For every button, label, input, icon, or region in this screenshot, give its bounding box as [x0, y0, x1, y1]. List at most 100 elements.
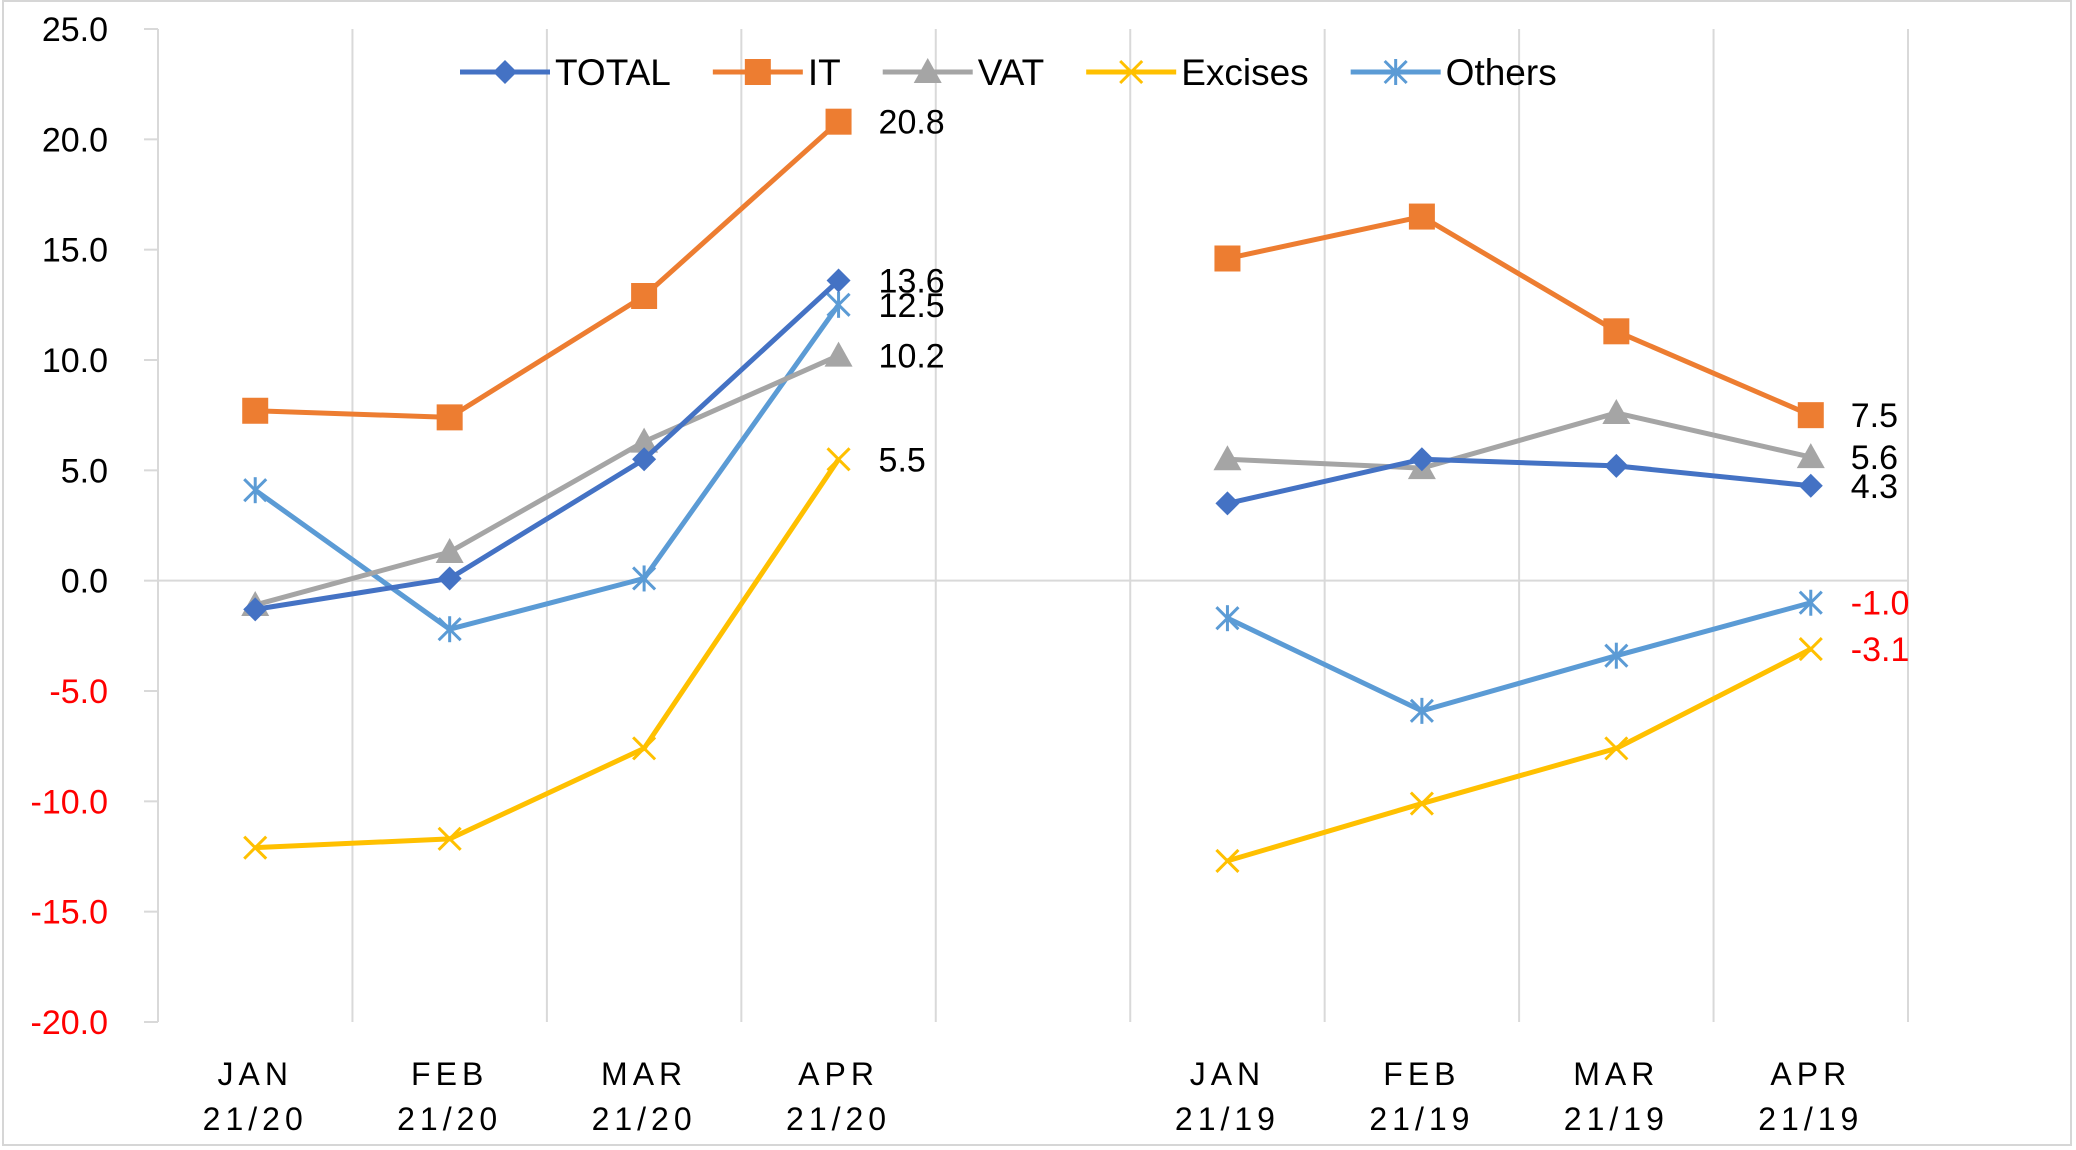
data-label: 5.5 — [879, 441, 926, 479]
point-marker — [632, 565, 657, 592]
point-marker — [243, 597, 268, 622]
y-tick-label: 5.0 — [61, 452, 108, 490]
series-line-it — [255, 119, 841, 420]
point-marker — [1602, 398, 1631, 424]
x-tick-label: 21/19 — [1369, 1101, 1474, 1137]
series-line-total — [254, 278, 841, 612]
legend-item: Excises — [1086, 52, 1309, 93]
point-marker — [242, 397, 269, 424]
point-marker — [243, 835, 268, 860]
x-tick-label: 21/20 — [592, 1101, 697, 1137]
data-label: -3.1 — [1851, 631, 1910, 669]
x-tick-label: APR — [798, 1056, 879, 1092]
x-tick-label: FEB — [411, 1056, 488, 1092]
point-marker — [824, 341, 853, 367]
x-tick-label: 21/19 — [1175, 1101, 1280, 1137]
x-tick-label: APR — [1770, 1056, 1851, 1092]
series-line-others — [1226, 600, 1812, 714]
point-marker — [437, 826, 462, 851]
data-label: 4.3 — [1851, 468, 1898, 506]
x-tick-label: FEB — [1383, 1056, 1460, 1092]
y-tick-label: 10.0 — [42, 342, 108, 380]
x-tick-label: JAN — [1190, 1056, 1265, 1092]
legend-label: TOTAL — [555, 52, 671, 93]
point-marker — [1215, 491, 1240, 516]
legend-item: Others — [1350, 52, 1557, 93]
legend: TOTAL IT VAT Excises Others — [460, 52, 1557, 93]
x-tick-label: JAN — [217, 1056, 292, 1092]
x-tick-label: 21/20 — [203, 1101, 308, 1137]
point-marker — [1119, 59, 1144, 85]
point-marker — [1798, 637, 1823, 662]
point-marker — [1604, 642, 1629, 669]
x-tick-label: MAR — [601, 1056, 687, 1092]
x-tick-label: 21/19 — [1564, 1101, 1669, 1137]
x-tick-label: MAR — [1573, 1056, 1659, 1092]
y-tick-label: -20.0 — [31, 1004, 109, 1042]
point-marker — [1603, 318, 1630, 345]
series-line-excises — [1226, 646, 1812, 864]
series-line-others — [253, 303, 841, 632]
point-marker — [1383, 59, 1408, 85]
point-marker — [435, 537, 464, 563]
point-marker — [1604, 736, 1629, 761]
x-axis-tick-labels: JAN 21/20 FEB 21/20 MAR 21/20 APR 21/20 JAN 21/19… — [203, 1056, 1863, 1137]
point-marker — [632, 736, 657, 761]
point-marker — [744, 59, 771, 85]
point-marker — [1604, 453, 1629, 478]
series-lines — [241, 108, 1825, 873]
x-tick-label: 21/20 — [786, 1101, 891, 1137]
legend-item: VAT — [882, 52, 1044, 93]
axes — [144, 28, 1908, 1023]
data-label: 10.2 — [879, 338, 945, 376]
data-label: 5.6 — [1851, 439, 1898, 477]
data-label: 7.5 — [1851, 397, 1898, 435]
series-line-total — [1226, 456, 1812, 506]
series-line-it — [1226, 214, 1812, 418]
y-tick-label: 25.0 — [42, 11, 108, 49]
data-label: 20.8 — [879, 104, 945, 142]
point-marker — [1408, 203, 1435, 230]
point-marker — [631, 283, 658, 310]
data-label: 12.5 — [879, 287, 945, 325]
series-line-vat — [1227, 410, 1812, 471]
y-tick-label: -15.0 — [31, 894, 109, 932]
y-tick-label: -10.0 — [31, 783, 109, 821]
point-marker — [1797, 402, 1824, 429]
point-marker — [436, 404, 463, 431]
point-marker — [437, 566, 462, 591]
point-marker — [826, 268, 851, 293]
point-marker — [437, 616, 462, 643]
data-label: -1.0 — [1851, 585, 1910, 623]
point-marker — [1798, 473, 1823, 498]
point-marker — [825, 108, 852, 135]
point-marker — [1409, 697, 1434, 724]
point-marker — [1409, 447, 1434, 472]
legend-label: VAT — [978, 52, 1044, 93]
legend-label: IT — [808, 52, 841, 93]
y-tick-label: -5.0 — [49, 673, 108, 711]
y-tick-label: 15.0 — [42, 232, 108, 270]
legend-label: Others — [1446, 52, 1557, 93]
point-marker — [826, 291, 851, 318]
point-marker — [243, 477, 268, 504]
data-labels: 5.5 12.5 10.2 13.6 20.8 -3.1 -1.0 5.64.3 7.5 — [879, 104, 1910, 669]
y-tick-label: 20.0 — [42, 121, 108, 159]
y-tick-label: 0.0 — [61, 563, 108, 601]
point-marker — [1409, 791, 1434, 816]
point-marker — [632, 447, 657, 472]
legend-item: TOTAL — [460, 52, 671, 93]
point-marker — [913, 58, 942, 83]
point-marker — [630, 427, 659, 453]
point-marker — [1213, 445, 1242, 471]
data-label: 13.6 — [879, 263, 945, 301]
point-marker — [1796, 443, 1825, 469]
point-marker — [1215, 605, 1240, 632]
x-tick-label: 21/19 — [1758, 1101, 1863, 1137]
series-line-vat — [254, 353, 840, 608]
point-marker — [493, 60, 517, 84]
x-tick-label: 21/20 — [397, 1101, 502, 1137]
point-marker — [826, 447, 851, 472]
